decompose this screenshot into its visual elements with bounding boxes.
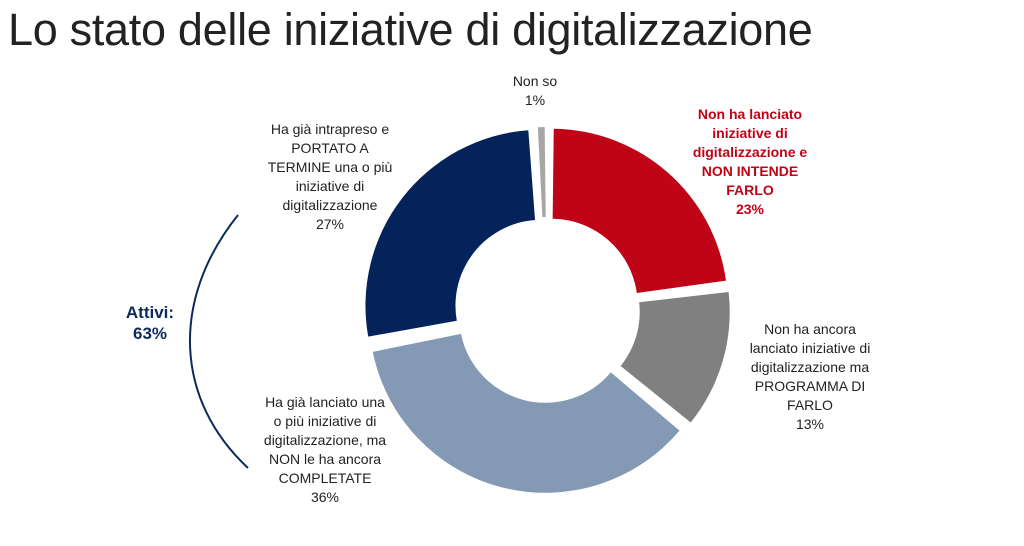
label-programma: Non ha ancora lanciato iniziative di dig… [725,320,895,434]
label-lanciato: Ha già lanciato una o più iniziative di … [240,393,410,507]
label-pct: 1% [524,92,546,108]
page-title: Lo stato delle iniziative di digitalizza… [8,4,813,55]
label-pct: 23% [735,201,765,217]
label-text: Non so [512,73,558,89]
label-text: Ha già lanciato una o più iniziative di … [263,394,387,486]
label-non-so: Non so 1% [500,72,570,110]
donut-slice [537,127,546,218]
donut-slice [365,130,536,337]
donut-slice [552,128,726,293]
label-pct: 27% [315,216,345,232]
label-portato-a-termine: Ha già intrapreso e PORTATO A TERMINE un… [245,120,415,234]
label-pct: 36% [310,489,340,505]
label-text: Ha già intrapreso e PORTATO A TERMINE un… [267,121,393,213]
donut-slice [620,291,730,423]
label-text: Non ha lanciato iniziative di digitalizz… [692,106,808,198]
label-text: Non ha ancora lanciato iniziative di dig… [749,321,871,413]
donut-slice [372,333,680,493]
label-pct: 13% [795,416,825,432]
attivi-bracket [189,214,249,469]
label-non-intende: Non ha lanciato iniziative di digitalizz… [670,105,830,219]
attivi-annotation: Attivi: 63% [125,303,175,343]
